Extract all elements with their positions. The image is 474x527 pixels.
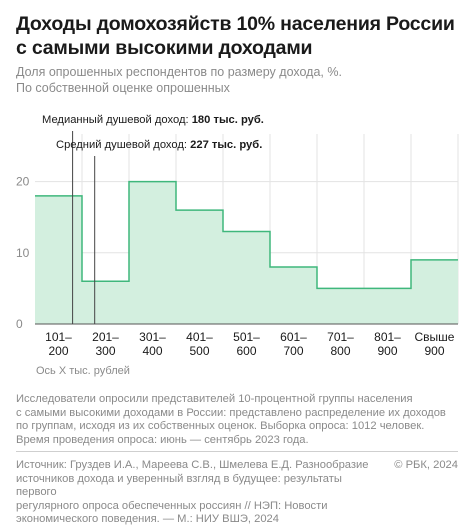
x-tick-label: 601– (280, 330, 307, 344)
x-tick-label: 400 (142, 344, 162, 358)
x-tick-label: 600 (236, 344, 256, 358)
histogram-bar (411, 259, 458, 324)
source-line: Источник: Груздев И.А., Мареева С.В., Шм… (16, 459, 369, 471)
histogram-chart: 0 10 20 101–200 201–300 301–400 401–500 501–600… (16, 114, 459, 377)
annotation-value: 180 тыс. руб. (192, 114, 264, 126)
annotation-label: Средний душевой доход: 227 тыс. руб. (56, 139, 262, 151)
footer-divider (16, 451, 458, 452)
histogram-bar (317, 288, 364, 324)
x-axis-label: Ось Х тыс. рублей (36, 365, 130, 377)
x-tick-label: 200 (48, 344, 68, 358)
x-tick-label: 900 (424, 344, 444, 358)
histogram-bar (176, 210, 223, 324)
source-line: экономического поведения. — М.: НИУ ВШЭ,… (16, 513, 280, 526)
annotation-label: Медианный душевой доход: 180 тыс. руб. (42, 114, 264, 126)
annotation-value: 227 тыс. руб. (190, 139, 262, 151)
note-line: Время проведения опроса: июнь — сентябрь… (16, 433, 309, 446)
x-tick-label: 101– (45, 330, 72, 344)
x-tick-label: 700 (283, 344, 303, 358)
copyright-credit: © РБК, 2024 (394, 459, 458, 471)
annotation-label-text: Медианный душевой доход: (42, 114, 192, 126)
x-tick-label: 701– (327, 330, 354, 344)
survey-note: Исследователи опросили представителей 10… (16, 393, 461, 447)
x-tick-label: 201– (92, 330, 119, 344)
histogram-bar (129, 181, 176, 324)
x-tick-label: 900 (377, 344, 397, 358)
subtitle-line-2: По собственной оценке опрошенных (16, 81, 230, 95)
histogram-bar (35, 195, 82, 324)
x-tick-label: 800 (330, 344, 350, 358)
x-tick-label: 500 (189, 344, 209, 358)
x-tick-label: 501– (233, 330, 260, 344)
y-tick-label: 10 (16, 246, 30, 260)
x-tick-label: 801– (374, 330, 401, 344)
source-citation: Источник: Груздев И.А., Мареева С.В., Шм… (16, 459, 376, 527)
chart-title: Доходы домохозяйств 10% населения России… (16, 13, 455, 59)
annotation-label-text: Средний душевой доход: (56, 139, 190, 151)
histogram-bar (270, 267, 317, 324)
note-line: Исследователи опросили представителей 10… (16, 393, 413, 405)
histogram-bar (82, 281, 129, 324)
x-tick-label: 300 (95, 344, 115, 358)
x-tick-label: 301– (139, 330, 166, 344)
chart-subtitle: Доля опрошенных респондентов по размеру … (16, 64, 461, 96)
histogram-bar (223, 231, 270, 324)
x-tick-label: Свыше (415, 330, 455, 344)
subtitle-line-1: Доля опрошенных респондентов по размеру … (16, 65, 342, 79)
source-line: источников дохода и уверенный взгляд в б… (16, 472, 342, 499)
histogram-bar (364, 288, 411, 324)
note-line: по группам, исходя из их собственных оце… (16, 420, 425, 433)
y-tick-label: 0 (16, 317, 23, 331)
y-tick-label: 20 (16, 175, 30, 189)
note-line: с самыми высокими доходами в России: пре… (16, 406, 446, 419)
x-tick-label: 401– (186, 330, 213, 344)
source-line: регулярного опроса обеспеченных россиян … (16, 499, 328, 512)
histogram-outline (35, 180, 458, 290)
